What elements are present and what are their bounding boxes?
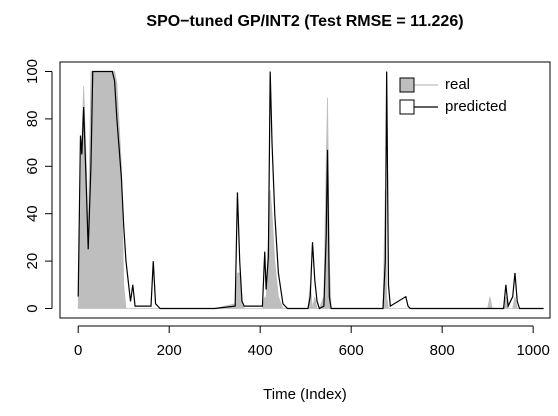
- x-tick-label: 1000: [516, 342, 549, 359]
- x-tick-label: 0: [74, 342, 82, 359]
- x-axis-label: Time (Index): [263, 386, 347, 403]
- y-tick-label: 20: [24, 253, 41, 270]
- x-tick-label: 400: [248, 342, 273, 359]
- legend-swatch: [399, 77, 415, 93]
- y-tick-label: 100: [24, 59, 41, 84]
- legend-label: real: [445, 76, 470, 93]
- x-tick-label: 600: [339, 342, 364, 359]
- legend-swatch: [399, 99, 415, 115]
- y-tick-label: 80: [24, 111, 41, 128]
- x-tick-label: 200: [157, 342, 182, 359]
- predicted-line: [77, 70, 544, 310]
- plot-frame: [59, 61, 551, 319]
- y-tick-label: 0: [24, 304, 41, 312]
- legend-label: predicted: [445, 98, 507, 115]
- y-tick-label: 60: [24, 158, 41, 175]
- chart-title: SPO−tuned GP/INT2 (Test RMSE = 11.226): [146, 13, 463, 30]
- x-tick-label: 800: [430, 342, 455, 359]
- y-tick-label: 40: [24, 205, 41, 222]
